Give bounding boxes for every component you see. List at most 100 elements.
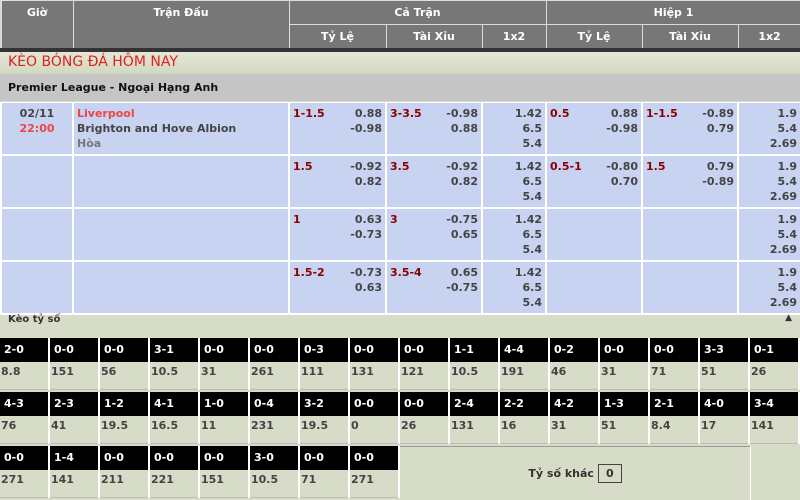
score-odds[interactable]: 111 [300,362,348,390]
over-under-odds-away[interactable]: 0.65 [450,228,478,241]
h1-1x2-odds[interactable]: 1.9 [777,213,798,226]
triangle-up-icon[interactable]: ▲ [785,313,792,323]
score-cell[interactable]: 2-0 8.8 [0,338,50,390]
h1-over-under-odds-home[interactable]: -0.89 [702,107,735,120]
score-cell[interactable]: 0-0 0 [350,392,400,444]
over-under-odds-away[interactable]: -0.75 [446,281,478,294]
1x2-odds[interactable]: 6.5 [522,122,543,135]
score-cell[interactable]: 0-0 31 [600,338,650,390]
h1-1x2-odds[interactable]: 2.69 [769,190,798,203]
score-odds[interactable]: 261 [250,362,298,390]
score-cell[interactable]: 3-2 19.5 [300,392,350,444]
h1-over-under-cell[interactable]: 1-1.5 -0.89 0.79 [641,102,740,156]
over-under-odds-home[interactable]: 0.65 [450,266,478,279]
score-odds[interactable]: 121 [400,362,448,390]
score-cell[interactable]: 4-0 17 [700,392,750,444]
score-odds[interactable]: 51 [700,362,748,390]
score-odds[interactable]: 46 [550,362,598,390]
h1-1x2-cell[interactable]: 1.9 5.4 2.69 [737,102,800,156]
score-odds[interactable]: 16.5 [150,416,198,444]
score-cell[interactable]: 0-0 151 [200,446,250,498]
h1-1x2-odds[interactable]: 5.4 [777,281,798,294]
score-cell[interactable]: 0-1 26 [750,338,800,390]
handicap-odds-away[interactable]: -0.73 [350,228,382,241]
h1-handicap-odds-away[interactable]: 0.70 [610,175,639,188]
handicap-odds-home[interactable]: -0.73 [350,266,382,279]
over-under-odds-home[interactable]: -0.98 [446,107,478,120]
score-odds[interactable]: 17 [700,416,748,444]
1x2-cell[interactable]: 1.42 6.5 5.4 [480,260,548,315]
score-odds[interactable]: 131 [450,416,498,444]
score-cell[interactable]: 1-4 141 [50,446,100,498]
h1-1x2-odds[interactable]: 1.9 [777,160,798,173]
1x2-odds[interactable]: 6.5 [522,281,543,294]
score-odds[interactable]: 0 [350,416,398,444]
over-under-odds-home[interactable]: -0.75 [446,213,478,226]
score-odds[interactable]: 10.5 [250,470,298,498]
h1-1x2-odds[interactable]: 5.4 [777,175,798,188]
score-cell[interactable]: 0-0 131 [350,338,400,390]
1x2-odds[interactable]: 5.4 [522,137,543,150]
score-odds[interactable]: 8.4 [650,416,698,444]
score-cell[interactable]: 2-2 16 [500,392,550,444]
score-odds[interactable]: 26 [400,416,448,444]
score-cell[interactable]: 4-2 31 [550,392,600,444]
score-odds[interactable]: 51 [600,416,648,444]
score-cell[interactable]: 0-0 211 [100,446,150,498]
score-cell[interactable]: 1-1 10.5 [450,338,500,390]
score-odds[interactable]: 71 [300,470,348,498]
score-cell[interactable]: 0-0 151 [50,338,100,390]
score-cell[interactable]: 3-1 10.5 [150,338,200,390]
handicap-odds-away[interactable]: 0.63 [354,281,382,294]
over-under-cell[interactable]: 3.5-4 0.65 -0.75 [385,260,483,315]
h1-1x2-odds[interactable]: 2.69 [769,243,798,256]
score-cell[interactable]: 4-3 76 [0,392,50,444]
h1-1x2-odds[interactable]: 1.9 [777,266,798,279]
h1-handicap-odds-home[interactable]: 0.88 [610,107,639,120]
over-under-cell[interactable]: 3 -0.75 0.65 [385,207,483,262]
1x2-cell[interactable]: 1.42 6.5 5.4 [480,102,548,156]
score-cell[interactable]: 1-2 19.5 [100,392,150,444]
score-cell[interactable]: 0-4 231 [250,392,300,444]
h1-1x2-odds[interactable]: 2.69 [769,296,798,309]
score-cell[interactable]: 0-0 71 [300,446,350,498]
score-odds[interactable]: 11 [200,416,248,444]
score-cell[interactable]: 0-0 31 [200,338,250,390]
over-under-odds-away[interactable]: 0.88 [450,122,478,135]
score-odds[interactable]: 31 [550,416,598,444]
handicap-odds-away[interactable]: -0.98 [350,122,382,135]
score-odds[interactable]: 231 [250,416,298,444]
handicap-cell[interactable]: 1 0.63 -0.73 [288,207,387,262]
h1-handicap-cell[interactable] [545,207,644,262]
over-under-odds-home[interactable]: -0.92 [446,160,478,173]
score-odds[interactable]: 151 [200,470,248,498]
handicap-odds-away[interactable]: 0.82 [354,175,382,188]
handicap-odds-home[interactable]: -0.92 [350,160,382,173]
score-odds[interactable]: 221 [150,470,198,498]
1x2-cell[interactable]: 1.42 6.5 5.4 [480,154,548,209]
h1-handicap-cell[interactable]: 0.5-1 -0.80 0.70 [545,154,644,209]
score-odds[interactable]: 10.5 [150,362,198,390]
score-odds[interactable]: 71 [650,362,698,390]
score-odds[interactable]: 271 [350,470,398,498]
score-cell[interactable]: 0-0 261 [250,338,300,390]
h1-1x2-cell[interactable]: 1.9 5.4 2.69 [737,260,800,315]
score-cell[interactable]: 2-3 41 [50,392,100,444]
h1-handicap-cell[interactable]: 0.5 0.88 -0.98 [545,102,644,156]
1x2-odds[interactable]: 1.42 [514,213,543,226]
score-cell[interactable]: 0-0 121 [400,338,450,390]
handicap-cell[interactable]: 1.5-2 -0.73 0.63 [288,260,387,315]
1x2-odds[interactable]: 6.5 [522,175,543,188]
h1-over-under-odds-home[interactable]: 0.79 [706,160,735,173]
score-odds[interactable]: 16 [500,416,548,444]
score-cell[interactable]: 0-0 271 [350,446,400,498]
score-odds[interactable]: 211 [100,470,148,498]
h1-over-under-cell[interactable] [641,207,740,262]
over-under-odds-away[interactable]: 0.82 [450,175,478,188]
score-cell[interactable]: 0-3 111 [300,338,350,390]
score-odds[interactable]: 151 [50,362,98,390]
1x2-cell[interactable]: 1.42 6.5 5.4 [480,207,548,262]
score-cell[interactable]: 3-3 51 [700,338,750,390]
score-odds[interactable]: 191 [500,362,548,390]
handicap-cell[interactable]: 1.5 -0.92 0.82 [288,154,387,209]
